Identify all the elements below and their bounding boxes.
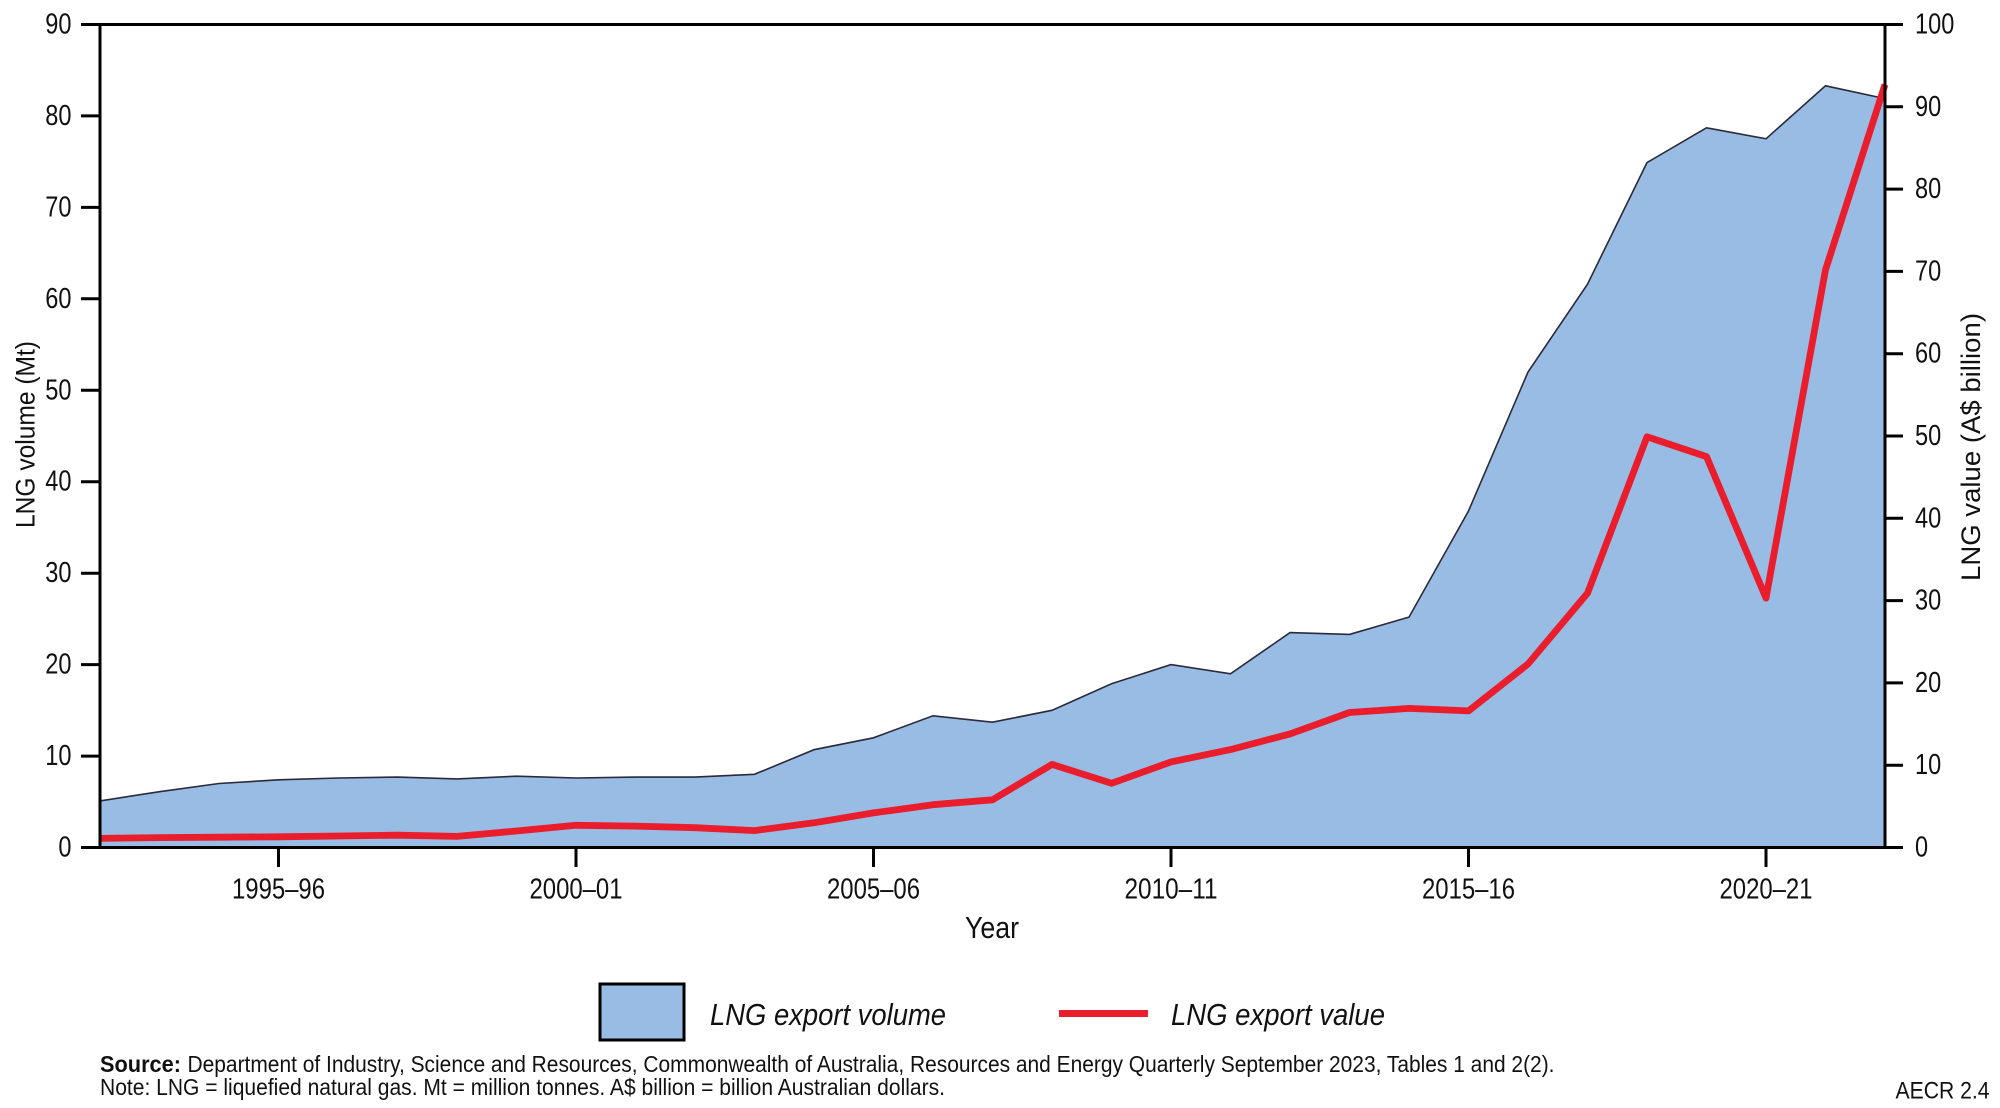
svg-text:LNG value (A$ billion): LNG value (A$ billion) xyxy=(1956,313,1986,581)
svg-text:2005–06: 2005–06 xyxy=(827,874,920,906)
svg-text:40: 40 xyxy=(1915,502,1941,534)
svg-text:Note: LNG = liquefied natural: Note: LNG = liquefied natural gas. Mt = … xyxy=(100,1074,945,1100)
svg-text:20: 20 xyxy=(1915,667,1941,699)
svg-text:2015–16: 2015–16 xyxy=(1422,874,1515,906)
svg-text:50: 50 xyxy=(45,374,71,406)
svg-text:2010–11: 2010–11 xyxy=(1125,874,1218,906)
svg-text:80: 80 xyxy=(45,100,71,132)
svg-text:50: 50 xyxy=(1915,420,1941,452)
svg-text:90: 90 xyxy=(1915,91,1941,123)
svg-text:Department of Industry, Scienc: Department of Industry, Science and Reso… xyxy=(188,1051,1555,1077)
svg-text:20: 20 xyxy=(45,649,71,681)
svg-text:10: 10 xyxy=(45,740,71,772)
svg-text:60: 60 xyxy=(1915,338,1941,370)
svg-text:80: 80 xyxy=(1915,173,1941,205)
svg-text:30: 30 xyxy=(1915,585,1941,617)
svg-text:0: 0 xyxy=(1915,832,1928,864)
svg-text:70: 70 xyxy=(45,191,71,223)
svg-text:60: 60 xyxy=(45,283,71,315)
svg-text:2000–01: 2000–01 xyxy=(530,874,623,906)
svg-text:LNG export value: LNG export value xyxy=(1171,997,1385,1032)
svg-text:30: 30 xyxy=(45,557,71,589)
svg-text:100: 100 xyxy=(1915,9,1954,41)
svg-text:10: 10 xyxy=(1915,749,1941,781)
svg-text:70: 70 xyxy=(1915,255,1941,287)
svg-text:2020–21: 2020–21 xyxy=(1720,874,1813,906)
svg-text:LNG export volume: LNG export volume xyxy=(710,997,946,1032)
svg-text:AECR 2.4: AECR 2.4 xyxy=(1896,1078,1990,1105)
svg-text:1995–96: 1995–96 xyxy=(232,874,325,906)
svg-text:90: 90 xyxy=(45,9,71,41)
svg-text:0: 0 xyxy=(58,832,71,864)
svg-text:Source:: Source: xyxy=(100,1051,181,1077)
svg-text:LNG volume (Mt): LNG volume (Mt) xyxy=(11,341,41,528)
svg-text:Year: Year xyxy=(965,910,1019,945)
svg-text:40: 40 xyxy=(45,466,71,498)
